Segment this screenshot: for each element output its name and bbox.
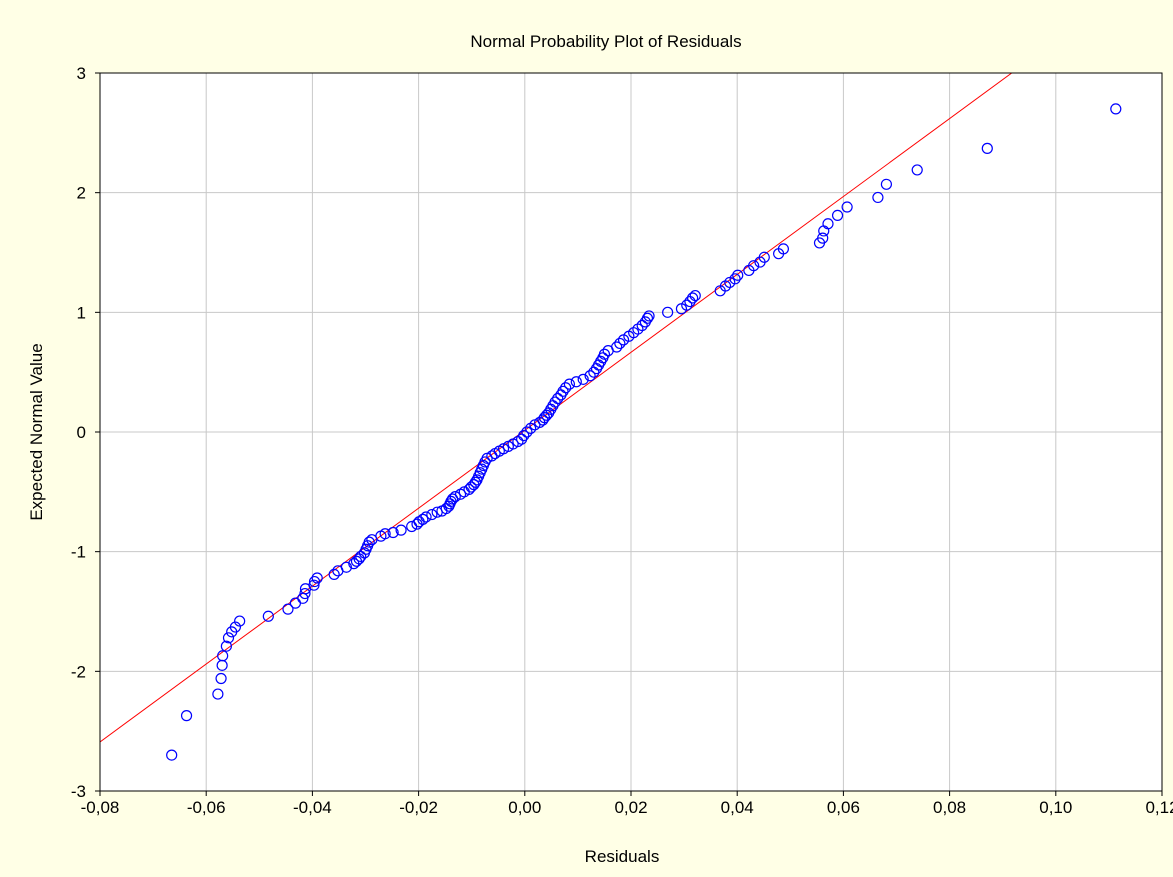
data-point xyxy=(446,493,459,505)
data-point xyxy=(981,142,993,154)
data-point xyxy=(387,526,399,539)
data-point xyxy=(417,513,429,525)
data-point xyxy=(748,260,760,272)
data-point xyxy=(686,292,699,304)
data-point xyxy=(560,382,572,394)
data-point xyxy=(577,373,589,385)
data-point xyxy=(872,191,884,204)
data-point xyxy=(395,524,407,536)
data-point xyxy=(379,528,391,540)
y-tick-label: 0 xyxy=(77,423,86,442)
data-point xyxy=(557,385,569,397)
data-point xyxy=(217,650,229,662)
grid-lines xyxy=(100,73,1162,791)
data-point xyxy=(540,409,553,421)
data-points xyxy=(166,103,1122,761)
x-tick-label: 0,06 xyxy=(827,798,860,817)
data-point xyxy=(570,376,582,388)
data-point xyxy=(282,603,294,615)
y-axis-ticks: -3 -2 -1 0 1 2 3 xyxy=(71,64,100,801)
y-tick-label: -2 xyxy=(71,662,86,681)
data-point xyxy=(180,710,193,722)
data-point xyxy=(614,337,626,350)
x-tick-label: -0,06 xyxy=(187,798,226,817)
data-point xyxy=(220,640,232,652)
x-tick-label: 0,12 xyxy=(1145,798,1173,817)
data-point xyxy=(552,392,564,405)
data-point xyxy=(636,319,648,332)
data-point xyxy=(563,378,576,390)
data-point xyxy=(449,491,461,503)
data-point xyxy=(841,201,853,213)
data-point xyxy=(611,341,623,353)
data-point xyxy=(822,218,834,230)
x-tick-label: 0,00 xyxy=(508,798,541,817)
data-point xyxy=(215,672,227,685)
data-point xyxy=(777,243,789,255)
y-tick-label: -3 xyxy=(71,782,86,801)
data-point xyxy=(311,572,323,584)
data-point xyxy=(662,306,674,318)
x-tick-label: 0,04 xyxy=(721,798,754,817)
data-point xyxy=(212,688,224,700)
data-point xyxy=(880,178,893,190)
y-tick-label: -1 xyxy=(71,543,86,562)
data-point xyxy=(518,429,530,442)
x-tick-label: 0,10 xyxy=(1039,798,1072,817)
data-point xyxy=(689,289,701,302)
data-point xyxy=(166,749,178,761)
plot-area xyxy=(99,72,1163,792)
data-point xyxy=(222,632,235,644)
x-axis-ticks: -0,08 -0,06 -0,04 -0,02 0,00 0,02 0,04 0,06 0,08… xyxy=(81,791,1173,817)
x-tick-label: -0,02 xyxy=(399,798,438,817)
data-point xyxy=(229,621,242,633)
x-tick-label: -0,08 xyxy=(81,798,120,817)
x-tick-label: -0,04 xyxy=(293,798,332,817)
data-point xyxy=(732,269,744,281)
data-point xyxy=(549,396,561,408)
data-point xyxy=(363,536,375,548)
data-point xyxy=(420,511,432,523)
data-point xyxy=(426,508,438,521)
data-point xyxy=(328,568,340,581)
chart-title: Normal Probability Plot of Residuals xyxy=(470,32,741,51)
x-tick-label: 0,08 xyxy=(933,798,966,817)
y-tick-label: 2 xyxy=(77,184,86,203)
data-point xyxy=(681,299,693,311)
data-point xyxy=(598,348,611,360)
x-tick-label: 0,02 xyxy=(614,798,647,817)
data-point xyxy=(469,476,482,488)
data-point xyxy=(521,426,533,438)
data-point xyxy=(262,610,274,622)
x-axis-title: Residuals xyxy=(585,847,660,866)
data-point xyxy=(355,550,367,563)
data-point xyxy=(340,561,352,573)
data-point xyxy=(911,164,923,176)
data-point xyxy=(1110,103,1122,115)
data-point xyxy=(758,251,770,263)
data-point xyxy=(831,209,844,222)
data-point xyxy=(729,273,741,285)
data-point xyxy=(643,310,655,322)
data-point xyxy=(817,232,829,244)
data-point xyxy=(641,312,654,324)
data-point xyxy=(299,587,311,600)
data-point xyxy=(308,579,320,591)
data-point xyxy=(234,615,246,627)
y-tick-label: 1 xyxy=(77,303,86,322)
y-axis-title: Expected Normal Value xyxy=(27,343,46,520)
y-tick-label: 3 xyxy=(77,64,86,83)
data-point xyxy=(584,370,596,382)
data-point xyxy=(308,575,321,588)
